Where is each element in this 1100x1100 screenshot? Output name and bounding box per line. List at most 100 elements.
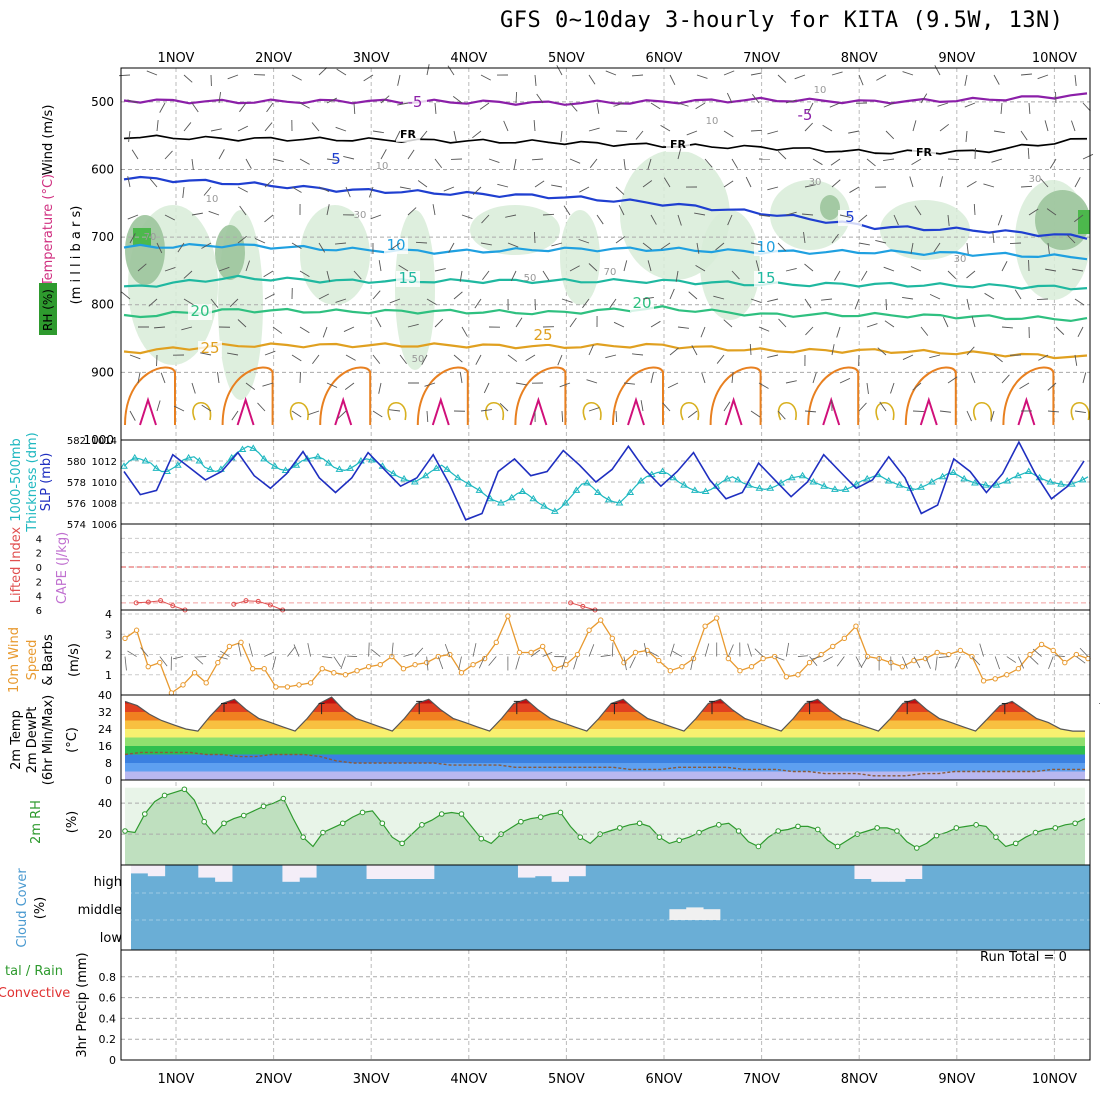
rh-shading-dark bbox=[215, 225, 245, 280]
temp-band bbox=[125, 712, 1085, 721]
wind10-point bbox=[992, 676, 998, 682]
bl-contour-yellow bbox=[192, 402, 212, 421]
wind10-barb bbox=[127, 650, 137, 657]
thickness-point bbox=[701, 487, 710, 494]
wind-barb bbox=[966, 410, 972, 422]
wind10-barb bbox=[159, 656, 168, 667]
rh-point bbox=[181, 786, 188, 793]
thickness-point bbox=[410, 478, 419, 485]
bl-contour-magenta bbox=[822, 396, 841, 426]
wind-barb bbox=[345, 354, 356, 361]
wind-barb bbox=[858, 242, 870, 246]
li-tick-label: 4 bbox=[36, 592, 42, 603]
thickness-point bbox=[313, 452, 322, 460]
wind-barb bbox=[947, 270, 957, 280]
temp-band bbox=[125, 729, 1085, 738]
wind10-barb bbox=[649, 651, 659, 657]
wind-barb bbox=[758, 382, 769, 389]
wind-barb bbox=[669, 288, 675, 300]
wind10-barb bbox=[426, 656, 429, 671]
top-date-label: 4NOV bbox=[450, 51, 487, 66]
thickness-point bbox=[1078, 475, 1087, 483]
wind10-point bbox=[412, 661, 418, 668]
cloud-mid-clear bbox=[686, 907, 704, 920]
wind-barb bbox=[836, 326, 841, 338]
isotherm-label: FR bbox=[916, 146, 933, 159]
wind10-point bbox=[180, 682, 186, 688]
bl-contour bbox=[124, 366, 176, 426]
wind-barb bbox=[483, 382, 490, 394]
slp-tick-label: 1014 bbox=[92, 436, 117, 447]
wind10-point bbox=[737, 668, 743, 674]
wind10-point bbox=[609, 635, 616, 642]
wind-barb bbox=[218, 149, 225, 160]
rh-point bbox=[478, 835, 485, 842]
wind-barb bbox=[727, 214, 733, 226]
wind-barb bbox=[407, 149, 415, 160]
wind10-barb bbox=[124, 656, 127, 671]
wind-barb bbox=[777, 410, 786, 420]
rh-point bbox=[122, 828, 128, 834]
wind-barb bbox=[372, 354, 381, 364]
rh-point bbox=[656, 834, 663, 840]
wind-barb bbox=[257, 402, 266, 412]
wind-barb bbox=[723, 319, 733, 328]
wind-barb bbox=[291, 242, 302, 249]
wind10-point bbox=[632, 649, 639, 656]
wind10-point bbox=[818, 651, 824, 658]
wind-barb bbox=[1044, 120, 1049, 132]
wind10-point bbox=[980, 678, 987, 684]
slp-tick-label: 1006 bbox=[92, 520, 117, 531]
rh-point bbox=[518, 818, 524, 825]
wind-barb bbox=[723, 130, 734, 138]
thickness-point bbox=[529, 494, 538, 502]
wind-barb bbox=[640, 400, 644, 412]
thickness-point bbox=[680, 481, 688, 488]
wind-barb bbox=[299, 270, 310, 278]
wind-barb bbox=[461, 214, 473, 219]
wind10-barb bbox=[623, 656, 627, 671]
wind10-barb bbox=[925, 656, 931, 669]
wind10-barb bbox=[542, 651, 553, 657]
wind10-barb bbox=[340, 656, 346, 670]
wind10-point bbox=[122, 635, 128, 642]
wind-barb bbox=[912, 410, 925, 412]
wind-barb bbox=[434, 102, 437, 114]
wind10-point bbox=[145, 663, 151, 670]
wind-barb bbox=[312, 354, 320, 365]
wind-barb bbox=[866, 382, 869, 394]
wind-barb bbox=[647, 158, 652, 170]
wind-barb bbox=[939, 176, 943, 188]
wind-barb bbox=[588, 74, 596, 85]
rh-point bbox=[1012, 840, 1019, 847]
li-tick-label: 0 bbox=[36, 563, 42, 574]
wind-barb bbox=[569, 265, 580, 272]
wind10-point bbox=[319, 665, 325, 672]
thickness-point bbox=[367, 455, 376, 463]
wind10-barb bbox=[368, 642, 370, 657]
wind-barb bbox=[432, 204, 436, 216]
wind-barb bbox=[569, 102, 578, 112]
wind-barb bbox=[934, 65, 941, 76]
wind-barb bbox=[201, 404, 212, 412]
wind-barb bbox=[497, 183, 509, 188]
wind-barb bbox=[343, 326, 355, 332]
wind-barb bbox=[127, 176, 131, 188]
wind10-barb bbox=[333, 656, 342, 667]
wind-barb bbox=[417, 180, 428, 188]
wind-barb bbox=[531, 158, 544, 161]
wind10-point bbox=[1027, 651, 1033, 658]
wind-barb bbox=[397, 102, 409, 106]
thickness-point bbox=[992, 481, 1001, 488]
wind-barb bbox=[159, 102, 166, 113]
wind10-barb bbox=[836, 656, 845, 667]
wind-barb bbox=[831, 233, 839, 244]
thickness-point bbox=[583, 479, 592, 486]
wind-barb bbox=[254, 238, 266, 244]
wind10-point bbox=[957, 647, 964, 654]
wind-barb bbox=[704, 158, 713, 168]
rh-contour-label: 10 bbox=[814, 85, 827, 96]
wind-barb bbox=[677, 102, 689, 107]
wind-barb bbox=[534, 74, 537, 86]
isotherm-label: 5 bbox=[331, 150, 341, 168]
